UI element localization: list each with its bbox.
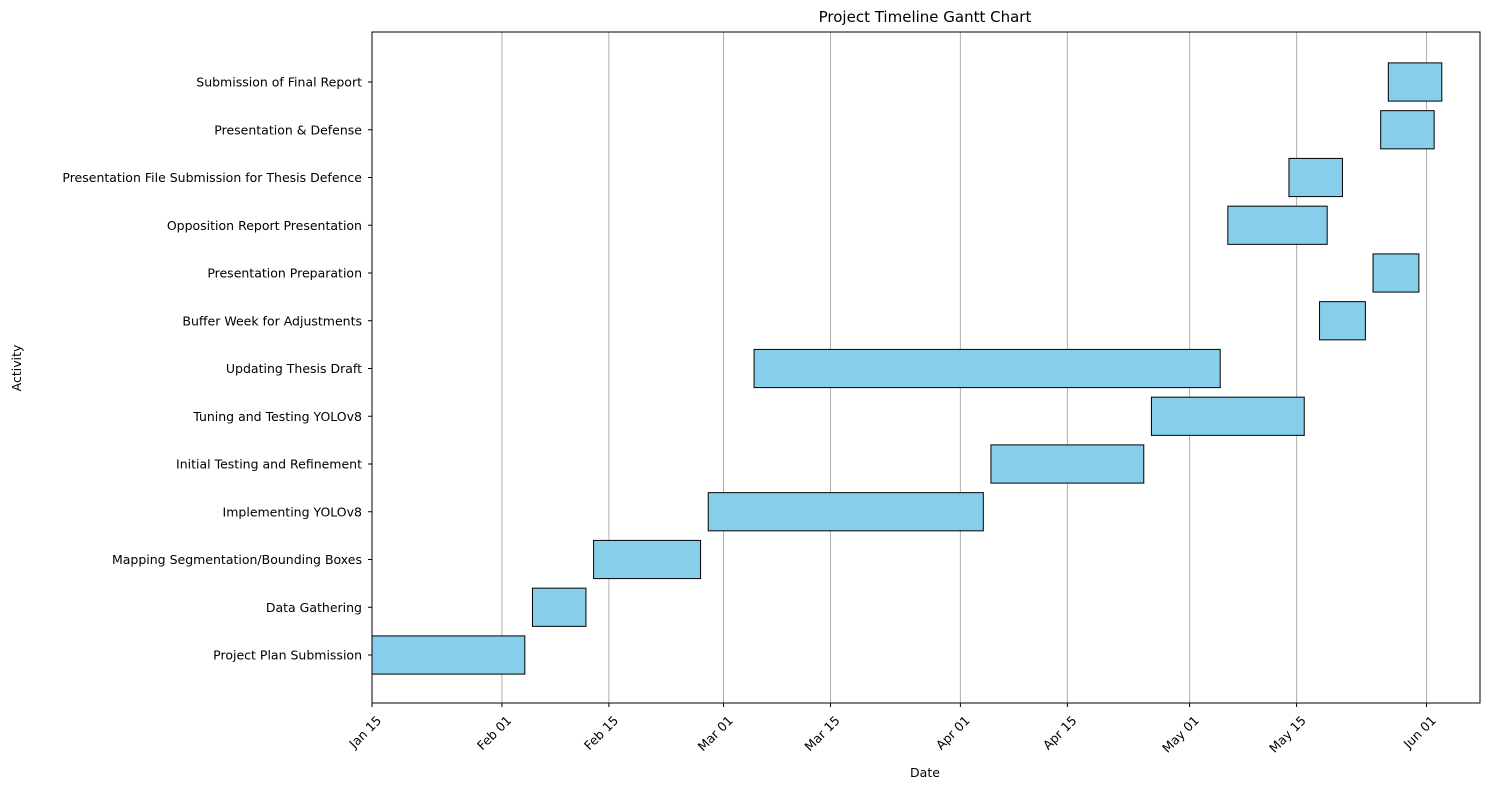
x-tick-label: May 15 xyxy=(1266,713,1309,756)
y-tick-label: Presentation File Submission for Thesis … xyxy=(62,170,362,185)
gantt-bar xyxy=(1380,110,1435,150)
x-tick-label: Feb 15 xyxy=(581,713,621,753)
y-tick-label: Presentation Preparation xyxy=(207,266,362,281)
gantt-bar xyxy=(990,444,1145,484)
gantt-bar xyxy=(707,492,984,532)
y-tick-label: Tuning and Testing YOLOv8 xyxy=(192,409,362,424)
x-axis-label: Date xyxy=(910,765,940,780)
gantt-bar xyxy=(593,539,702,580)
gantt-bar xyxy=(1372,253,1420,293)
x-axis-ticks: Jan 15 Feb 01 Feb 15 Mar 01 Mar 15 Apr 01 Apr … xyxy=(345,703,1439,756)
x-tick-label: Jan 15 xyxy=(345,713,384,752)
y-tick-label: Mapping Segmentation/Bounding Boxes xyxy=(112,552,362,567)
y-tick-label: Initial Testing and Refinement xyxy=(176,457,362,472)
chart-title: Project Timeline Gantt Chart xyxy=(819,8,1032,26)
y-tick-label: Opposition Report Presentation xyxy=(167,218,362,233)
gantt-bar xyxy=(371,635,526,675)
x-tick-label: Apr 15 xyxy=(1040,713,1080,753)
plot-frame xyxy=(371,31,1481,704)
y-tick-label: Presentation & Defense xyxy=(214,122,362,137)
gantt-bar xyxy=(1288,157,1343,198)
gantt-bar xyxy=(1227,205,1328,245)
x-tick-label: Feb 01 xyxy=(474,713,514,753)
x-tick-label: Mar 15 xyxy=(801,713,842,754)
y-tick-label: Buffer Week for Adjustments xyxy=(182,313,362,328)
gantt-bar xyxy=(1387,62,1443,102)
gantt-bar xyxy=(1319,301,1366,341)
gantt-bar xyxy=(531,587,587,627)
y-tick-label: Project Plan Submission xyxy=(213,648,362,663)
y-tick-label: Updating Thesis Draft xyxy=(226,361,362,376)
bars xyxy=(371,62,1443,675)
x-tick-label: Apr 01 xyxy=(933,713,973,753)
y-axis-ticks: Project Plan Submission Data Gathering Map… xyxy=(62,75,372,663)
x-tick-label: Jun 01 xyxy=(1400,713,1439,752)
x-tick-label: May 01 xyxy=(1159,713,1202,756)
y-axis-label: Activity xyxy=(9,344,24,391)
gantt-bar xyxy=(753,348,1221,389)
y-tick-label: Implementing YOLOv8 xyxy=(223,504,363,519)
y-tick-label: Data Gathering xyxy=(266,600,362,615)
y-tick-label: Submission of Final Report xyxy=(196,75,362,90)
gantt-bar xyxy=(1150,396,1305,436)
x-tick-label: Mar 01 xyxy=(694,713,735,754)
